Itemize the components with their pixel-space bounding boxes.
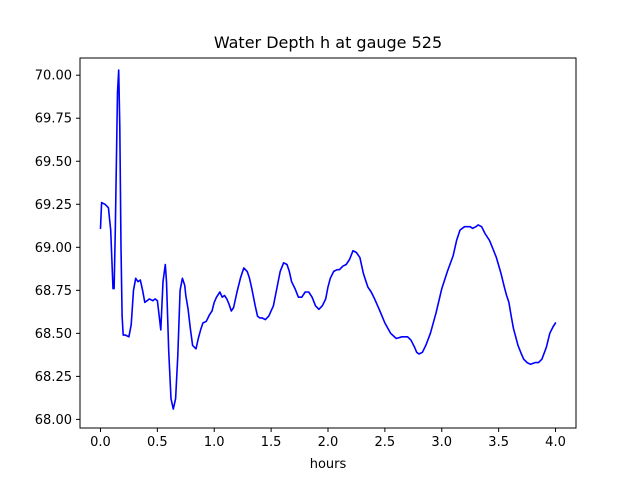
- x-tick-label: 2.5: [375, 435, 396, 450]
- x-tick-label: 0.0: [90, 435, 111, 450]
- y-tick-label: 69.50: [35, 155, 72, 170]
- plot-area-frame: [79, 57, 577, 429]
- x-tick-label: 3.0: [431, 435, 452, 450]
- x-tick-label: 1.0: [204, 435, 225, 450]
- y-tick-label: 69.25: [35, 198, 72, 213]
- series-line: [99, 69, 557, 410]
- x-tick-label: 4.0: [545, 435, 566, 450]
- y-tick-label: 68.75: [35, 284, 72, 299]
- x-tick-label: 3.5: [488, 435, 509, 450]
- x-axis-ticks: 0.0 0.5 1.0 1.5 2.0 2.5 3.0 3.5 4.0: [90, 428, 566, 450]
- y-tick-label: 70.00: [35, 69, 72, 84]
- series-layer: [99, 69, 557, 410]
- y-tick-label: 68.25: [35, 370, 72, 385]
- chart-title: Water Depth h at gauge 525: [214, 33, 442, 52]
- x-tick-label: 1.5: [261, 435, 282, 450]
- y-tick-label: 68.00: [35, 413, 72, 428]
- y-tick-label: 68.50: [35, 327, 72, 342]
- x-axis-label: hours: [310, 457, 347, 472]
- y-axis-ticks: 68.00 68.25 68.50 68.75 69.00 69.25 69.50 69.75…: [35, 69, 80, 428]
- x-tick-label: 0.5: [147, 435, 168, 450]
- y-tick-label: 69.75: [35, 112, 72, 127]
- y-tick-label: 69.00: [35, 241, 72, 256]
- x-tick-label: 2.0: [318, 435, 339, 450]
